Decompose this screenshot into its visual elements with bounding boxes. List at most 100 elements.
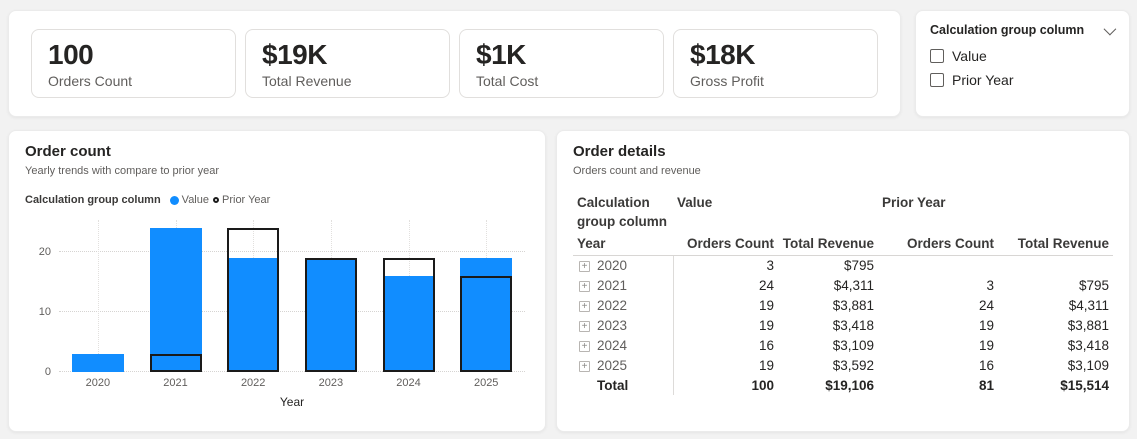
kpi-label: Total Cost <box>476 73 539 90</box>
table-row: +2025 19 $3,592 16 $3,109 <box>573 355 1113 375</box>
total-value-cell: 81 <box>978 377 994 393</box>
y-axis-tick-label: 0 <box>44 366 51 378</box>
legend-title: Calculation group column <box>25 194 161 206</box>
expand-plus-icon[interactable]: + <box>579 360 590 372</box>
table-value-cell: $3,109 <box>1067 357 1110 373</box>
expand-plus-icon[interactable]: + <box>579 280 590 292</box>
kpi-card-gross-profit: $18K Gross Profit <box>673 29 878 98</box>
column-header-orders-count: Orders Count <box>673 231 778 256</box>
bar-group <box>59 220 137 372</box>
bar-group <box>292 220 370 372</box>
table-value-cell: $3,418 <box>832 317 874 333</box>
table-value-cell: $3,881 <box>1067 317 1110 333</box>
total-label: Total <box>573 375 674 395</box>
kpi-card-total-revenue: $19K Total Revenue <box>245 29 450 98</box>
kpi-card-orders-count: 100 Orders Count <box>31 29 236 98</box>
table-row: +2020 3 $795 <box>573 255 1113 275</box>
x-axis-tick-label: 2023 <box>318 377 344 389</box>
kpi-value: $18K <box>690 39 755 70</box>
slicer-header: Calculation group column <box>930 22 1117 37</box>
order-count-chart-panel: Order count Yearly trends with compare t… <box>8 130 546 432</box>
y-axis-tick-label: 20 <box>38 246 51 258</box>
table-value-cell: 19 <box>758 357 774 373</box>
kpi-label: Gross Profit <box>690 73 764 90</box>
value-bar[interactable] <box>382 276 435 372</box>
slicer-title: Calculation group column <box>930 23 1085 37</box>
gridline-0 <box>59 371 525 372</box>
row-year-label: 2022 <box>597 297 628 313</box>
total-value-cell: 100 <box>751 377 774 393</box>
value-bar[interactable] <box>304 258 357 372</box>
order-table-body: +2020 3 $795 +2021 24 $4,311 3 $795 +2022 19 $3,88… <box>573 255 1113 395</box>
total-value-cell: $19,106 <box>825 377 874 393</box>
column-header-total-revenue: Total Revenue <box>998 231 1114 256</box>
plot-area: 0 10 20 <box>39 220 525 378</box>
table-value-cell: 3 <box>766 257 774 273</box>
row-year-label: 2020 <box>597 257 628 273</box>
prior-year-bar[interactable] <box>382 258 435 372</box>
x-axis-tick-label: 2025 <box>473 377 499 389</box>
bar-group <box>447 220 525 372</box>
prior-year-bar[interactable] <box>460 276 513 372</box>
table-value-cell: 19 <box>758 297 774 313</box>
chart-title: Order count <box>25 143 111 160</box>
x-axis-labels: 2020 2021 2022 2023 2024 2025 <box>59 377 525 389</box>
row-year-cell: +2020 <box>573 255 674 275</box>
y-axis-tick-label: 10 <box>38 306 51 318</box>
legend-item-value[interactable]: Value <box>169 194 209 206</box>
x-axis-tick-label: 2024 <box>396 377 421 389</box>
row-year-cell: +2023 <box>573 315 674 335</box>
row-year-label: 2023 <box>597 317 628 333</box>
x-axis-tick-label: 2022 <box>240 377 266 389</box>
order-details-table: Calculation group column Value Prior Yea… <box>573 191 1114 395</box>
prior-year-bar[interactable] <box>227 228 280 372</box>
table-value-cell <box>878 255 998 275</box>
row-year-label: 2024 <box>597 337 628 353</box>
kpi-value: 100 <box>48 39 94 70</box>
expand-plus-icon[interactable]: + <box>579 340 590 352</box>
row-year-cell: +2021 <box>573 275 674 295</box>
table-total-row: Total 100 $19,106 81 $15,514 <box>573 375 1113 395</box>
table-value-cell: 19 <box>978 337 994 353</box>
legend-item-prior-year[interactable]: Prior Year <box>213 194 270 206</box>
x-axis-tick-label: 2021 <box>163 377 188 389</box>
prior-year-bar[interactable] <box>304 258 357 372</box>
expand-plus-icon[interactable]: + <box>579 320 590 332</box>
expand-plus-icon[interactable]: + <box>579 300 590 312</box>
row-year-label: 2021 <box>597 277 628 293</box>
value-bar[interactable] <box>71 354 124 372</box>
slicer-option-value[interactable]: Value <box>930 44 1115 68</box>
value-bar[interactable] <box>227 258 280 372</box>
kpi-label: Total Revenue <box>262 73 352 90</box>
slicer-option-prior-year[interactable]: Prior Year <box>930 68 1115 92</box>
total-value-cell: $15,514 <box>1060 377 1110 393</box>
table-title: Order details <box>573 143 666 160</box>
table-row: +2022 19 $3,881 24 $4,311 <box>573 295 1113 315</box>
prior-year-bar[interactable] <box>149 354 202 372</box>
table-value-cell: 24 <box>978 297 994 313</box>
checkbox-icon[interactable] <box>930 73 944 87</box>
value-bar[interactable] <box>149 228 202 372</box>
expand-plus-icon[interactable]: + <box>579 260 590 272</box>
bar-group <box>214 220 292 372</box>
bar-plot: 0 10 20 <box>39 220 525 378</box>
x-axis-title: Year <box>279 395 305 409</box>
table-value-cell: 3 <box>986 277 994 293</box>
chevron-down-icon[interactable] <box>1103 22 1117 35</box>
legend-label: Prior Year <box>222 194 271 206</box>
bar-group <box>137 220 215 372</box>
checkbox-icon[interactable] <box>930 49 944 63</box>
table-value-cell: 19 <box>978 317 994 333</box>
table-group-header-row: Calculation group column Value Prior Yea… <box>573 191 1113 231</box>
vertical-gridline <box>97 220 99 372</box>
table-value-cell: $4,311 <box>833 277 874 293</box>
table-value-cell: $4,311 <box>1068 297 1110 313</box>
kpi-card-total-cost: $1K Total Cost <box>459 29 664 98</box>
group-header-value: Value <box>677 195 713 210</box>
blue-dot-icon <box>169 195 179 205</box>
table-value-cell: $3,881 <box>832 297 874 313</box>
kpi-panel: 100 Orders Count $19K Total Revenue $1K … <box>8 10 901 117</box>
table-subtitle: Orders count and revenue <box>573 165 701 177</box>
table-value-cell: 24 <box>758 277 774 293</box>
